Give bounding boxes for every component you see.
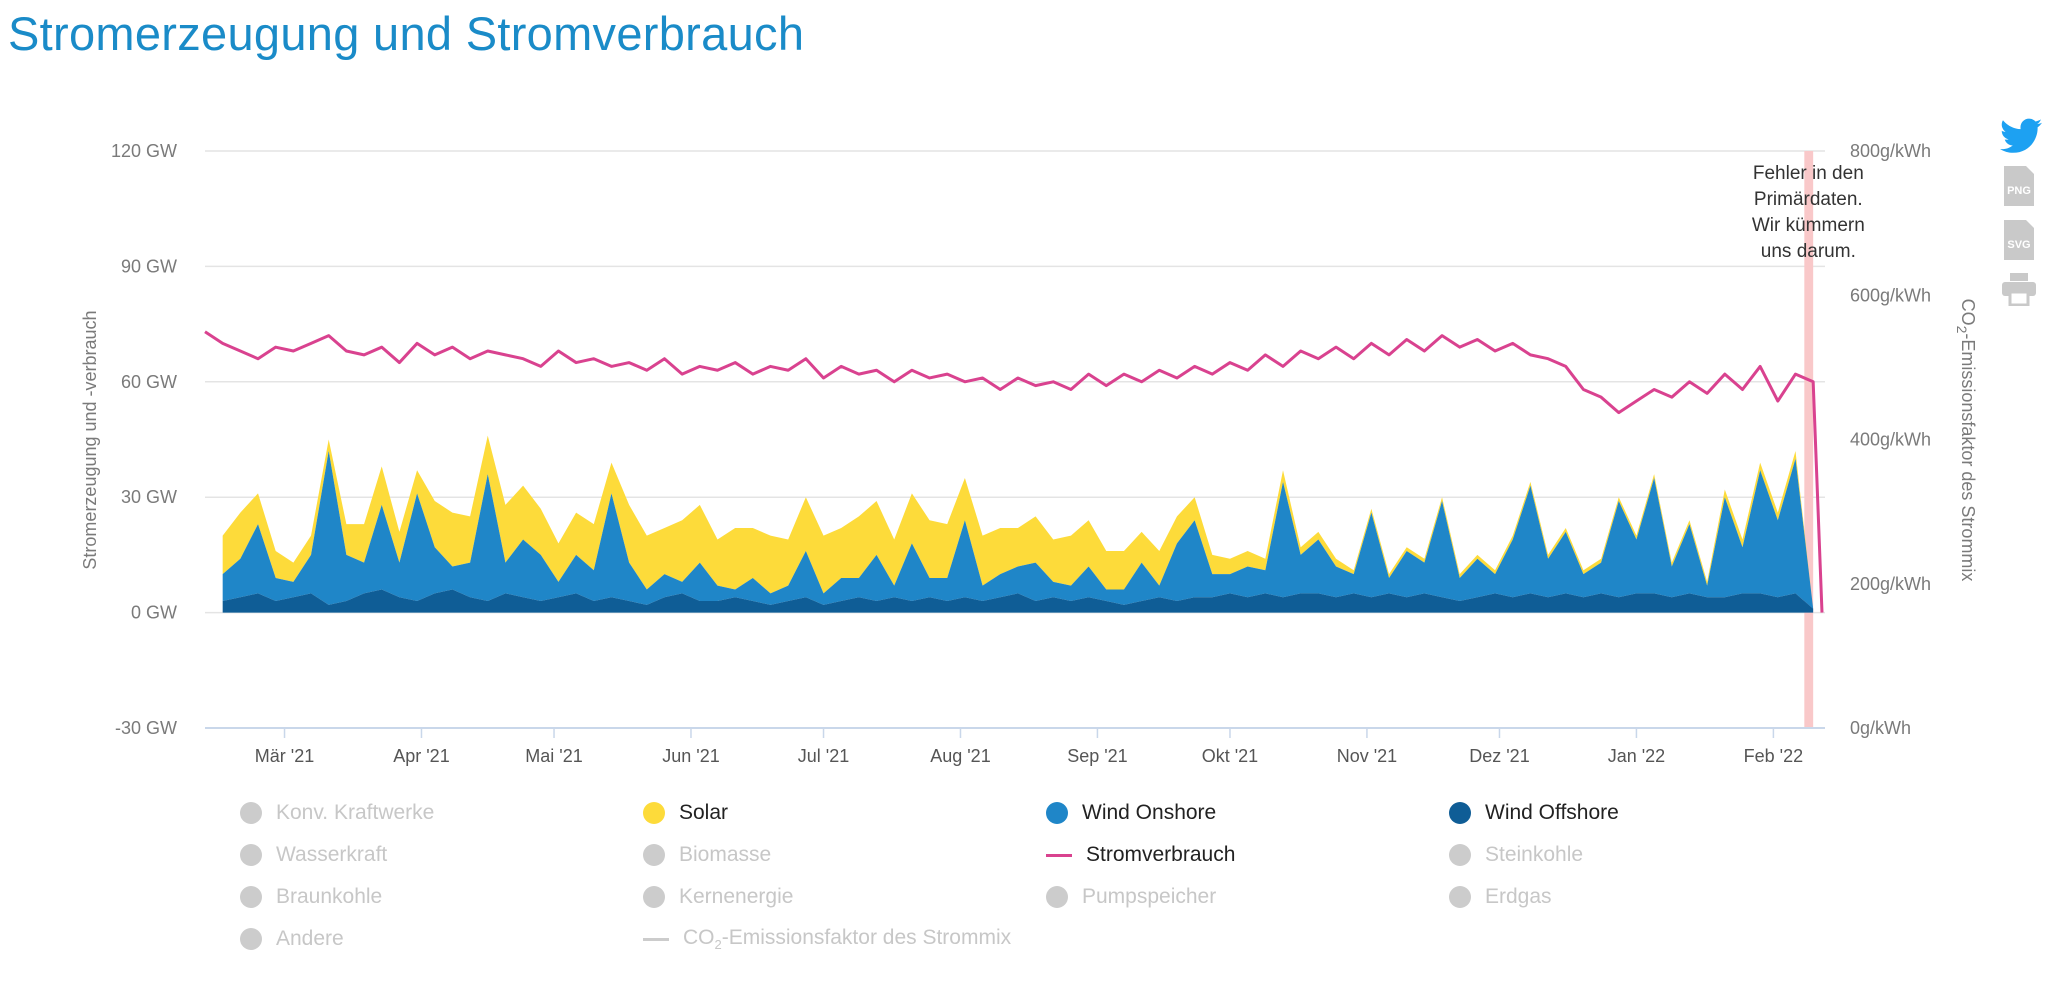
svg-label: SVG [2007, 239, 2030, 251]
y-axis-right-label-prefix: CO [1958, 299, 1978, 326]
png-label: PNG [2007, 185, 2031, 197]
legend-dot-marker [1449, 844, 1471, 866]
y-tick-label-right: 600g/kWh [1850, 285, 1931, 305]
legend-item[interactable]: Wind Onshore [1046, 800, 1216, 826]
export-tools: PNG SVG [2000, 118, 2044, 316]
legend-label: Wasserkraft [276, 843, 388, 866]
y-tick-label-left: 120 GW [111, 141, 177, 161]
line-series [204, 330, 1824, 613]
y-axis-right-ticks: 800g/kWh 600g/kWh 400g/kWh 200g/kWh 0g/kWh [1850, 141, 1931, 738]
y-tick-label-right: 800g/kWh [1850, 141, 1931, 161]
legend-dot-marker [1449, 886, 1471, 908]
legend-label: Andere [276, 927, 344, 950]
y-axis-left-ticks: 120 GW 90 GW 60 GW 30 GW 0 GW -30 GW [111, 141, 177, 738]
x-tick-label: Nov '21 [1337, 746, 1397, 766]
y-axis-right-label-sub: 2 [1954, 326, 1970, 334]
x-tick-label: Okt '21 [1202, 746, 1258, 766]
legend-dot-marker [1449, 802, 1471, 824]
legend-item[interactable]: Pumpspeicher [1046, 884, 1216, 910]
y-axis-left-label: Stromerzeugung und -verbrauch [80, 310, 100, 569]
legend-dot-marker [643, 844, 665, 866]
legend-label: Erdgas [1485, 885, 1552, 908]
y-axis-right-label-suffix: -Emissionsfaktor des Strommix [1958, 333, 1978, 581]
twitter-icon [2000, 118, 2042, 153]
x-tick-label: Sep '21 [1067, 746, 1128, 766]
x-tick-label: Jan '22 [1608, 746, 1665, 766]
twitter-share-button[interactable] [2000, 118, 2042, 154]
x-tick-label: Mär '21 [255, 746, 314, 766]
y-tick-label-right: 400g/kWh [1850, 430, 1931, 450]
y-tick-label-left: 60 GW [121, 372, 177, 392]
solar-area [222, 435, 1814, 609]
legend-label: Wind Onshore [1082, 801, 1217, 824]
annotation-line: Wir kümmern [1752, 215, 1865, 236]
legend-label: Steinkohle [1485, 843, 1584, 866]
png-export-button[interactable]: PNG [2000, 164, 2038, 208]
x-tick-label: Apr '21 [393, 746, 449, 766]
annotation-line: Primärdaten. [1754, 189, 1863, 210]
x-tick-label: Jul '21 [798, 746, 849, 766]
legend-dot-marker [240, 886, 262, 908]
x-tick-label: Mai '21 [525, 746, 582, 766]
legend-item[interactable]: Kernenergie [643, 884, 793, 910]
wind-offshore-area [222, 589, 1814, 613]
file-icon [2004, 220, 2034, 260]
legend-label: Stromverbrauch [1086, 843, 1236, 866]
legend-line-marker [643, 937, 669, 941]
legend-label: Pumpspeicher [1082, 885, 1217, 908]
area-series [222, 435, 1814, 613]
legend-label: Konv. Kraftwerke [276, 801, 435, 824]
legend-item[interactable]: Stromverbrauch [1046, 842, 1235, 868]
legend-label: CO2-Emissionsfaktor des Strommix [683, 925, 1012, 953]
y-tick-label-right: 0g/kWh [1850, 718, 1911, 738]
y-tick-label-right: 200g/kWh [1850, 574, 1931, 594]
legend-dot-marker [240, 802, 262, 824]
legend-dot-marker [1046, 802, 1068, 824]
x-tick-label: Dez '21 [1469, 746, 1529, 766]
legend-label: Wind Offshore [1485, 801, 1619, 824]
legend-item[interactable]: Biomasse [643, 842, 771, 868]
error-annotation: Fehler in den Primärdaten. Wir kümmern uns … [1752, 163, 1865, 262]
chart: 120 GW 90 GW 60 GW 30 GW 0 GW -30 GW 800g/kWh… [80, 141, 1978, 766]
legend-dot-marker [240, 844, 262, 866]
legend-label: Braunkohle [276, 885, 383, 908]
legend-label: Kernenergie [679, 885, 794, 908]
y-tick-label-left: 90 GW [121, 256, 177, 276]
y-tick-label-left: 30 GW [121, 487, 177, 507]
error-band [1804, 151, 1814, 728]
legend-item[interactable]: Konv. Kraftwerke [240, 800, 434, 826]
legend-item[interactable]: Steinkohle [1449, 842, 1583, 868]
wind-onshore-area [222, 451, 1814, 609]
x-tick-label: Aug '21 [930, 746, 991, 766]
legend-line-marker [1046, 853, 1072, 857]
legend-item[interactable]: Braunkohle [240, 884, 382, 910]
legend-label: Solar [679, 801, 729, 824]
legend-dot-marker [643, 886, 665, 908]
y-tick-label-left: 0 GW [131, 603, 177, 623]
legend-item[interactable]: Wasserkraft [240, 842, 387, 868]
legend-item[interactable]: Andere [240, 926, 344, 952]
legend-dot-marker [240, 928, 262, 950]
consumption-line [204, 330, 1824, 613]
legend-label: Biomasse [679, 843, 772, 866]
legend-item[interactable]: Erdgas [1449, 884, 1552, 910]
x-tick-label: Feb '22 [1744, 746, 1803, 766]
legend-item[interactable]: Solar [643, 800, 728, 826]
print-button[interactable] [2000, 272, 2038, 306]
annotation-line: Fehler in den [1753, 163, 1864, 184]
y-axis-right-label: CO2-Emissionsfaktor des Strommix [1954, 299, 1978, 582]
y-tick-label-left: -30 GW [115, 718, 177, 738]
legend-dot-marker [1046, 886, 1068, 908]
page-title: Stromerzeugung und Stromverbrauch [8, 7, 805, 60]
legend-item[interactable]: Wind Offshore [1449, 800, 1619, 826]
svg-export-button[interactable]: SVG [2000, 218, 2038, 262]
printer-icon [2002, 273, 2036, 306]
x-tick-label: Jun '21 [662, 746, 719, 766]
annotation-line: uns darum. [1761, 241, 1856, 262]
legend-dot-marker [643, 802, 665, 824]
x-axis-ticks: Mär '21 Apr '21 Mai '21 Jun '21 Jul '21 Aug '… [255, 728, 1803, 766]
legend-item[interactable]: CO2-Emissionsfaktor des Strommix [643, 926, 1011, 952]
file-icon [2004, 166, 2034, 206]
legend: Konv. Kraftwerke Solar Wind Onshore Wind Of… [240, 800, 1660, 970]
